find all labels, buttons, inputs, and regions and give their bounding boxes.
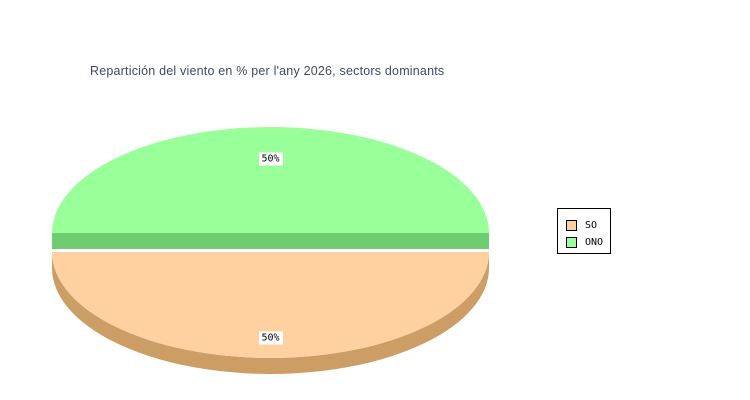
pie-slice-side-ono	[52, 233, 489, 249]
legend-box: SO ONO	[557, 208, 611, 254]
legend-label-so: SO	[585, 219, 598, 231]
slice-percentage-label-so: 50%	[258, 331, 283, 345]
slice-percentage-label-ono: 50%	[258, 152, 283, 166]
legend-label-ono: ONO	[585, 236, 604, 248]
legend-swatch-ono	[566, 237, 577, 248]
chart-title: Repartición del viento en % per l'any 20…	[90, 64, 445, 78]
legend-item-ono: ONO	[566, 234, 610, 251]
pie-slice-ono	[52, 127, 489, 233]
pie-slice-so	[52, 252, 489, 358]
legend-item-so: SO	[566, 217, 610, 234]
legend-swatch-so	[566, 220, 577, 231]
